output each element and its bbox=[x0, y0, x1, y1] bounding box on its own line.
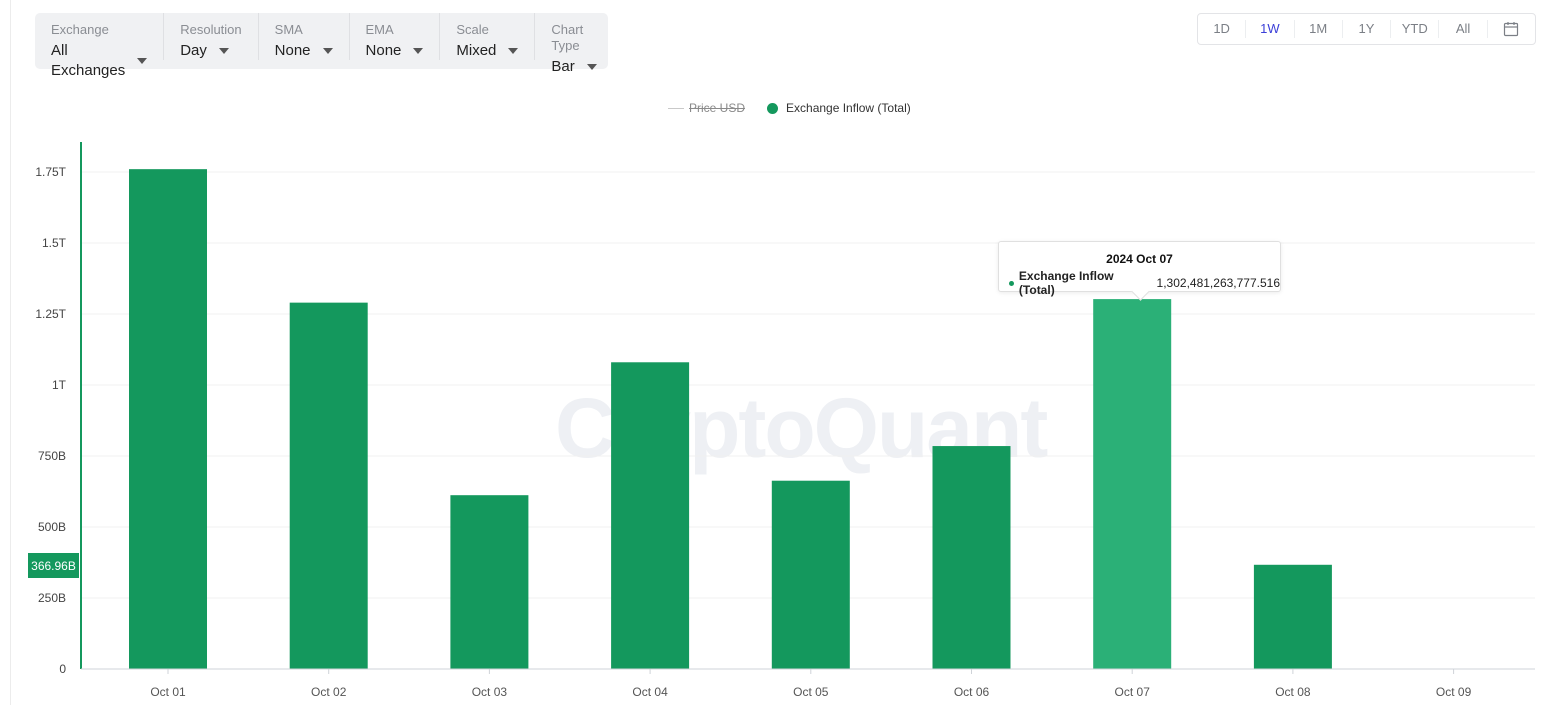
y-tick-label: 1.25T bbox=[35, 307, 66, 321]
resolution-select[interactable]: Resolution Day bbox=[164, 13, 259, 60]
ema-select[interactable]: EMA None bbox=[350, 13, 441, 60]
range-1w-button[interactable]: 1W bbox=[1246, 20, 1295, 38]
inflow-legend-dot bbox=[767, 102, 779, 114]
chart-tooltip: 2024 Oct 07 Exchange Inflow (Total) 1,30… bbox=[998, 241, 1281, 301]
chart-type-value: Bar bbox=[551, 58, 575, 75]
calendar-button[interactable] bbox=[1488, 20, 1535, 38]
exchange-value: All Exchanges bbox=[51, 42, 126, 79]
bar-oct-03[interactable] bbox=[450, 495, 529, 669]
sma-select[interactable]: SMA None bbox=[259, 13, 350, 60]
y-tick-label: 500B bbox=[38, 520, 66, 534]
bar-oct-08[interactable] bbox=[1253, 564, 1332, 669]
bar-oct-04[interactable] bbox=[611, 362, 690, 669]
chart-type-select[interactable]: Chart Type Bar bbox=[535, 13, 612, 75]
resolution-label: Resolution bbox=[180, 22, 242, 37]
y-tick-label: 750B bbox=[38, 449, 66, 463]
x-tick-label: Oct 01 bbox=[150, 685, 186, 699]
ema-label: EMA bbox=[365, 22, 394, 37]
range-all-button[interactable]: All bbox=[1439, 20, 1488, 38]
bar-oct-07[interactable] bbox=[1093, 299, 1172, 669]
chevron-down-icon bbox=[508, 48, 519, 54]
legend-exchange-inflow[interactable]: Exchange Inflow (Total) bbox=[786, 101, 911, 115]
x-tick-label: Oct 08 bbox=[1275, 685, 1311, 699]
tooltip-value: 1,302,481,263,777.516 bbox=[1156, 276, 1280, 290]
exchange-select[interactable]: Exchange All Exchanges bbox=[35, 13, 165, 79]
x-tick-label: Oct 04 bbox=[632, 685, 668, 699]
time-range-selector: 1D 1W 1M 1Y YTD All bbox=[1197, 13, 1536, 45]
tooltip-series-name: Exchange Inflow (Total) bbox=[1018, 269, 1114, 297]
scale-value: Mixed bbox=[456, 42, 497, 59]
y-tick-label: 1.75T bbox=[35, 165, 66, 179]
bar-oct-06[interactable] bbox=[932, 446, 1011, 669]
chevron-down-icon bbox=[137, 58, 148, 64]
crosshair-value-badge: 366.96B bbox=[28, 553, 79, 578]
bar-oct-05[interactable] bbox=[771, 480, 850, 669]
resolution-value: Day bbox=[180, 42, 207, 59]
chart-settings-toolbar: Exchange All Exchanges Resolution Day SM… bbox=[35, 13, 608, 79]
y-tick-label: 1.5T bbox=[42, 236, 67, 250]
calendar-icon bbox=[1504, 22, 1519, 37]
scale-label: Scale bbox=[456, 22, 489, 37]
chart-legend: Price USD Exchange Inflow (Total) bbox=[668, 101, 911, 115]
chevron-down-icon bbox=[413, 48, 424, 54]
x-tick-label: Oct 02 bbox=[311, 685, 347, 699]
range-ytd-button[interactable]: YTD bbox=[1391, 20, 1440, 38]
scale-select[interactable]: Scale Mixed bbox=[440, 13, 536, 60]
bar-oct-01[interactable] bbox=[129, 169, 207, 669]
exchange-label: Exchange bbox=[51, 22, 109, 37]
x-tick-label: Oct 09 bbox=[1436, 685, 1472, 699]
chevron-down-icon bbox=[218, 48, 229, 54]
range-1d-button[interactable]: 1D bbox=[1198, 20, 1247, 38]
x-tick-label: Oct 07 bbox=[1115, 685, 1151, 699]
x-tick-label: Oct 03 bbox=[472, 685, 508, 699]
y-tick-label: 250B bbox=[38, 591, 66, 605]
range-1y-button[interactable]: 1Y bbox=[1343, 20, 1392, 38]
sma-value: None bbox=[274, 42, 311, 59]
x-tick-label: Oct 05 bbox=[793, 685, 829, 699]
x-tick-label: Oct 06 bbox=[954, 685, 990, 699]
tooltip-series-dot bbox=[1009, 280, 1014, 286]
price-legend-line bbox=[668, 107, 684, 109]
tooltip-date: 2024 Oct 07 bbox=[1106, 252, 1173, 266]
range-1m-button[interactable]: 1M bbox=[1295, 20, 1343, 38]
sma-label: SMA bbox=[274, 22, 303, 37]
bar-oct-02[interactable] bbox=[289, 302, 368, 669]
chevron-down-icon bbox=[586, 64, 597, 70]
ema-value: None bbox=[365, 42, 402, 59]
page-left-border bbox=[10, 0, 11, 705]
y-tick-label: 0 bbox=[59, 662, 66, 676]
chevron-down-icon bbox=[322, 48, 333, 54]
legend-price-usd[interactable]: Price USD bbox=[689, 101, 746, 115]
y-tick-label: 1T bbox=[52, 378, 67, 392]
chart-type-label: Chart Type bbox=[551, 22, 584, 53]
